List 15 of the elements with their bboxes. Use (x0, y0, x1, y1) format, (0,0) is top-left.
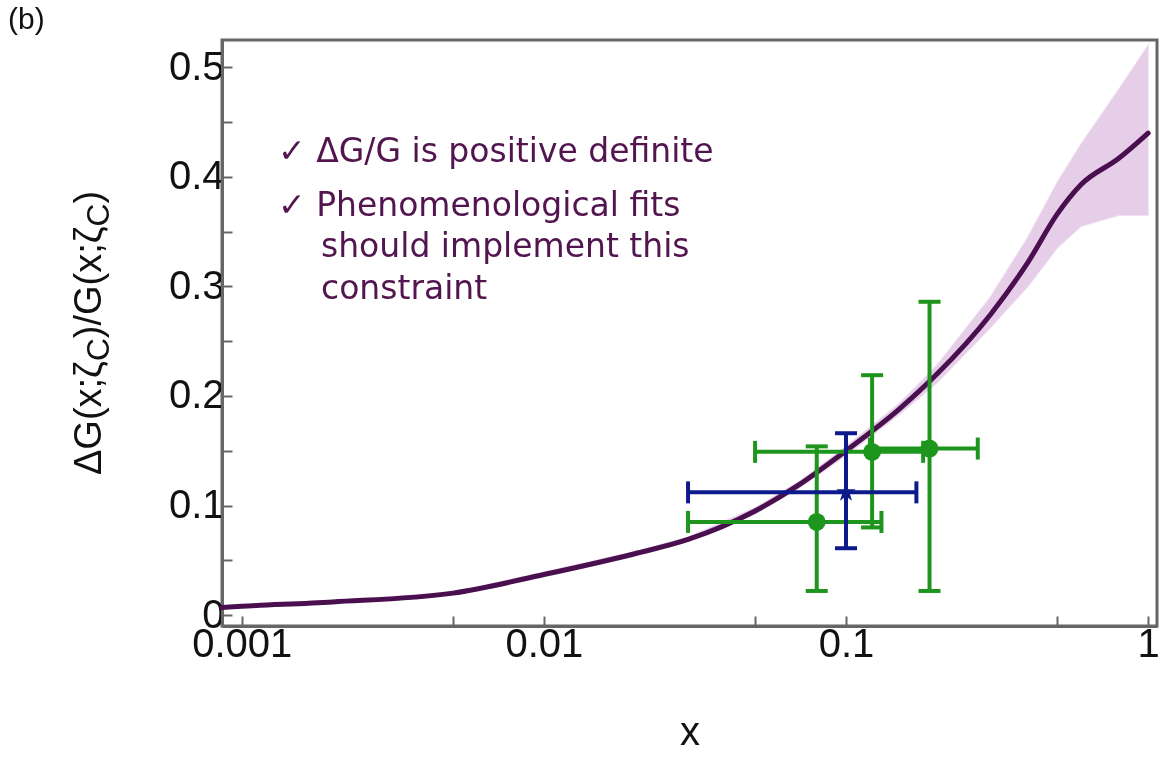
y-tick-label: 0.4 (168, 153, 225, 198)
x-tick-label: 1 (1137, 620, 1160, 665)
point (807, 513, 826, 531)
x-axis-title: x (680, 708, 700, 753)
point (863, 442, 882, 461)
annotation: ✓ ΔG/G is positive definite (278, 130, 714, 172)
x-tick-label: 0.1 (818, 620, 875, 665)
x-tick-label: 0.01 (505, 620, 584, 665)
point (920, 439, 939, 458)
y-tick-label: 0.5 (168, 43, 225, 88)
y-tick-label: 0.1 (168, 482, 225, 527)
y-tick-label: 0.2 (168, 372, 225, 417)
text: (b) (8, 1, 45, 37)
y-tick-label: 0.3 (168, 262, 225, 307)
annotation: ✓ Phenomenological fits should implement this constraint (278, 184, 690, 308)
